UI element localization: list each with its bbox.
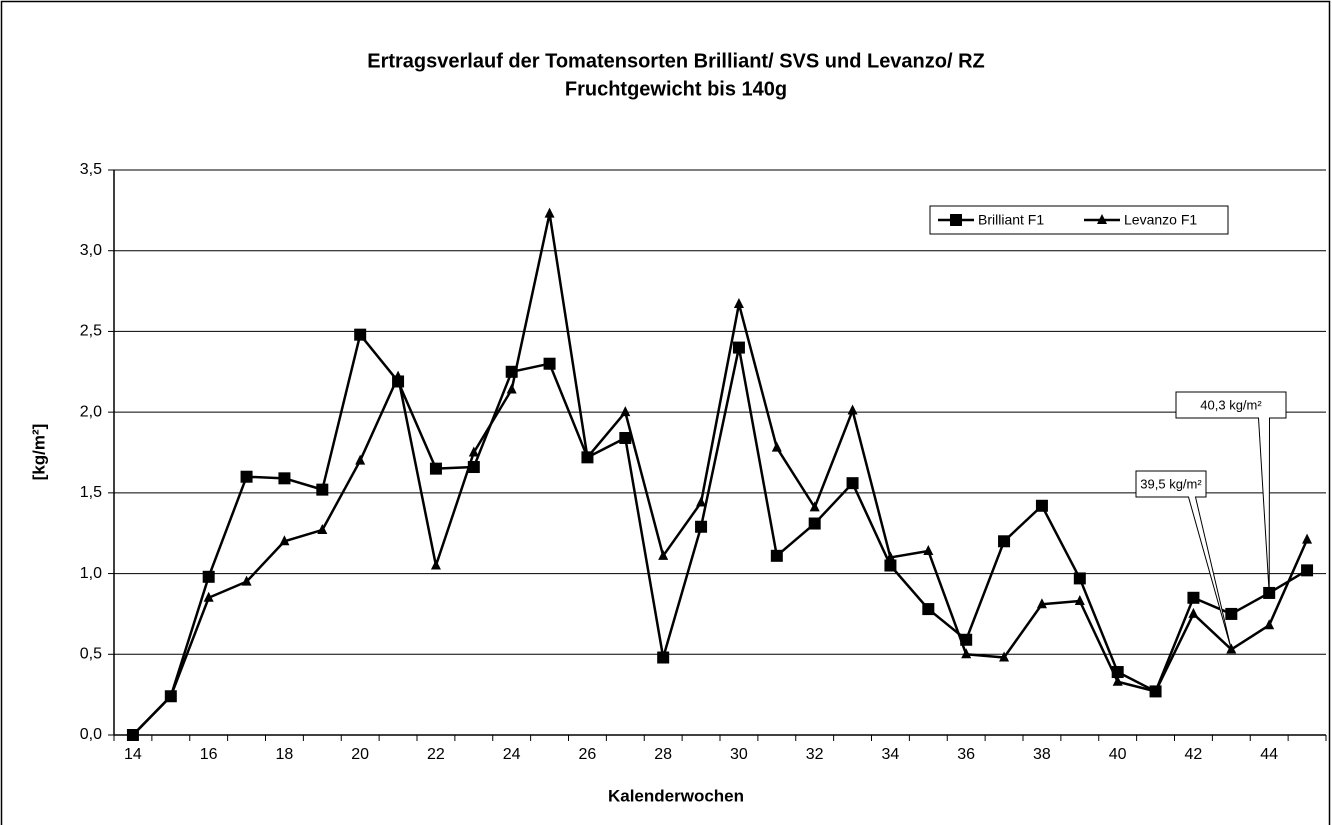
legend-marker <box>1097 214 1107 224</box>
data-point <box>1036 598 1047 609</box>
data-point <box>1035 499 1048 512</box>
x-tick-label: 26 <box>579 746 597 763</box>
data-point <box>960 633 973 646</box>
data-point <box>885 551 896 562</box>
legend-marker <box>950 214 962 226</box>
data-point <box>317 523 328 534</box>
x-tick-label: 44 <box>1260 746 1278 763</box>
data-point <box>467 461 480 474</box>
data-point <box>846 477 859 490</box>
data-point <box>203 591 214 602</box>
data-point <box>316 483 329 496</box>
legend-label: Brilliant F1 <box>978 212 1044 228</box>
data-point <box>1187 591 1200 604</box>
callout <box>1175 391 1287 593</box>
data-point <box>1301 564 1314 577</box>
data-point <box>1112 675 1123 686</box>
x-tick-label: 14 <box>124 746 142 763</box>
y-tick-label: 3,0 <box>80 242 102 259</box>
data-point <box>808 517 821 530</box>
data-point <box>240 470 253 483</box>
data-point <box>165 690 176 701</box>
data-point <box>961 648 972 659</box>
x-tick-label: 20 <box>351 746 369 763</box>
data-point <box>619 431 632 444</box>
x-tick-label: 18 <box>276 746 294 763</box>
x-tick-label: 32 <box>806 746 824 763</box>
data-point <box>1225 607 1238 620</box>
data-point <box>999 651 1010 662</box>
x-tick-label: 36 <box>957 746 975 763</box>
callout <box>1135 470 1232 650</box>
series-line <box>132 212 1309 736</box>
data-point <box>1302 533 1313 544</box>
data-point <box>847 404 858 415</box>
data-point <box>1150 685 1161 696</box>
chart-title: Ertragsverlauf der Tomatensorten Brillia… <box>367 50 985 72</box>
data-point <box>658 549 669 560</box>
x-tick-label: 28 <box>654 746 672 763</box>
annotation: 40,3 kg/m² <box>1200 397 1262 412</box>
y-tick-label: 0,5 <box>80 646 102 663</box>
data-point <box>393 370 404 381</box>
data-point <box>770 549 783 562</box>
data-point <box>279 535 290 546</box>
x-tick-label: 16 <box>200 746 218 763</box>
data-point <box>733 297 744 308</box>
data-point <box>505 365 518 378</box>
data-point <box>620 406 631 417</box>
data-point <box>506 383 517 394</box>
legend-label: Levanzo F1 <box>1124 212 1197 228</box>
x-tick-label: 38 <box>1033 746 1051 763</box>
series-line <box>132 333 1308 736</box>
y-tick-label: 0,0 <box>80 726 102 743</box>
x-tick-label: 24 <box>503 746 521 763</box>
y-tick-label: 1,5 <box>80 484 102 501</box>
data-point <box>1188 607 1199 618</box>
annotation: 39,5 kg/m² <box>1140 476 1202 491</box>
chart-subtitle: Fruchtgewicht bis 140g <box>565 78 787 100</box>
data-point <box>657 651 670 664</box>
x-tick-label: 30 <box>730 746 748 763</box>
y-tick-label: 1,0 <box>80 565 102 582</box>
data-point <box>923 544 934 555</box>
data-point <box>582 451 593 462</box>
data-point <box>1074 595 1085 606</box>
data-point <box>1264 619 1275 630</box>
data-point <box>429 462 442 475</box>
x-tick-label: 22 <box>427 746 445 763</box>
x-tick-label: 42 <box>1185 746 1203 763</box>
data-point <box>278 472 291 485</box>
x-tick-label: 34 <box>882 746 900 763</box>
data-point <box>695 520 708 533</box>
data-point <box>998 535 1011 548</box>
legend-box <box>929 205 1229 235</box>
data-point <box>241 575 252 586</box>
data-point <box>696 496 707 507</box>
data-point <box>127 729 138 739</box>
data-point <box>1111 666 1124 679</box>
x-tick-label: 40 <box>1109 746 1127 763</box>
data-point <box>544 207 555 218</box>
data-point <box>771 441 782 452</box>
data-point <box>922 603 935 616</box>
data-point <box>1073 572 1086 585</box>
y-tick-label: 3,5 <box>80 161 102 178</box>
y-tick-label: 2,5 <box>80 323 102 340</box>
y-axis-title: [kg/m²] <box>29 424 48 481</box>
data-point <box>732 341 745 354</box>
data-point <box>355 454 366 465</box>
data-point <box>543 357 556 370</box>
y-tick-label: 2,0 <box>80 403 102 420</box>
data-point <box>884 559 897 572</box>
x-axis-title: Kalenderwochen <box>608 786 744 805</box>
data-point <box>430 559 441 570</box>
data-point <box>354 328 367 341</box>
data-point <box>809 501 820 512</box>
data-point <box>468 446 479 457</box>
data-point <box>202 570 215 583</box>
